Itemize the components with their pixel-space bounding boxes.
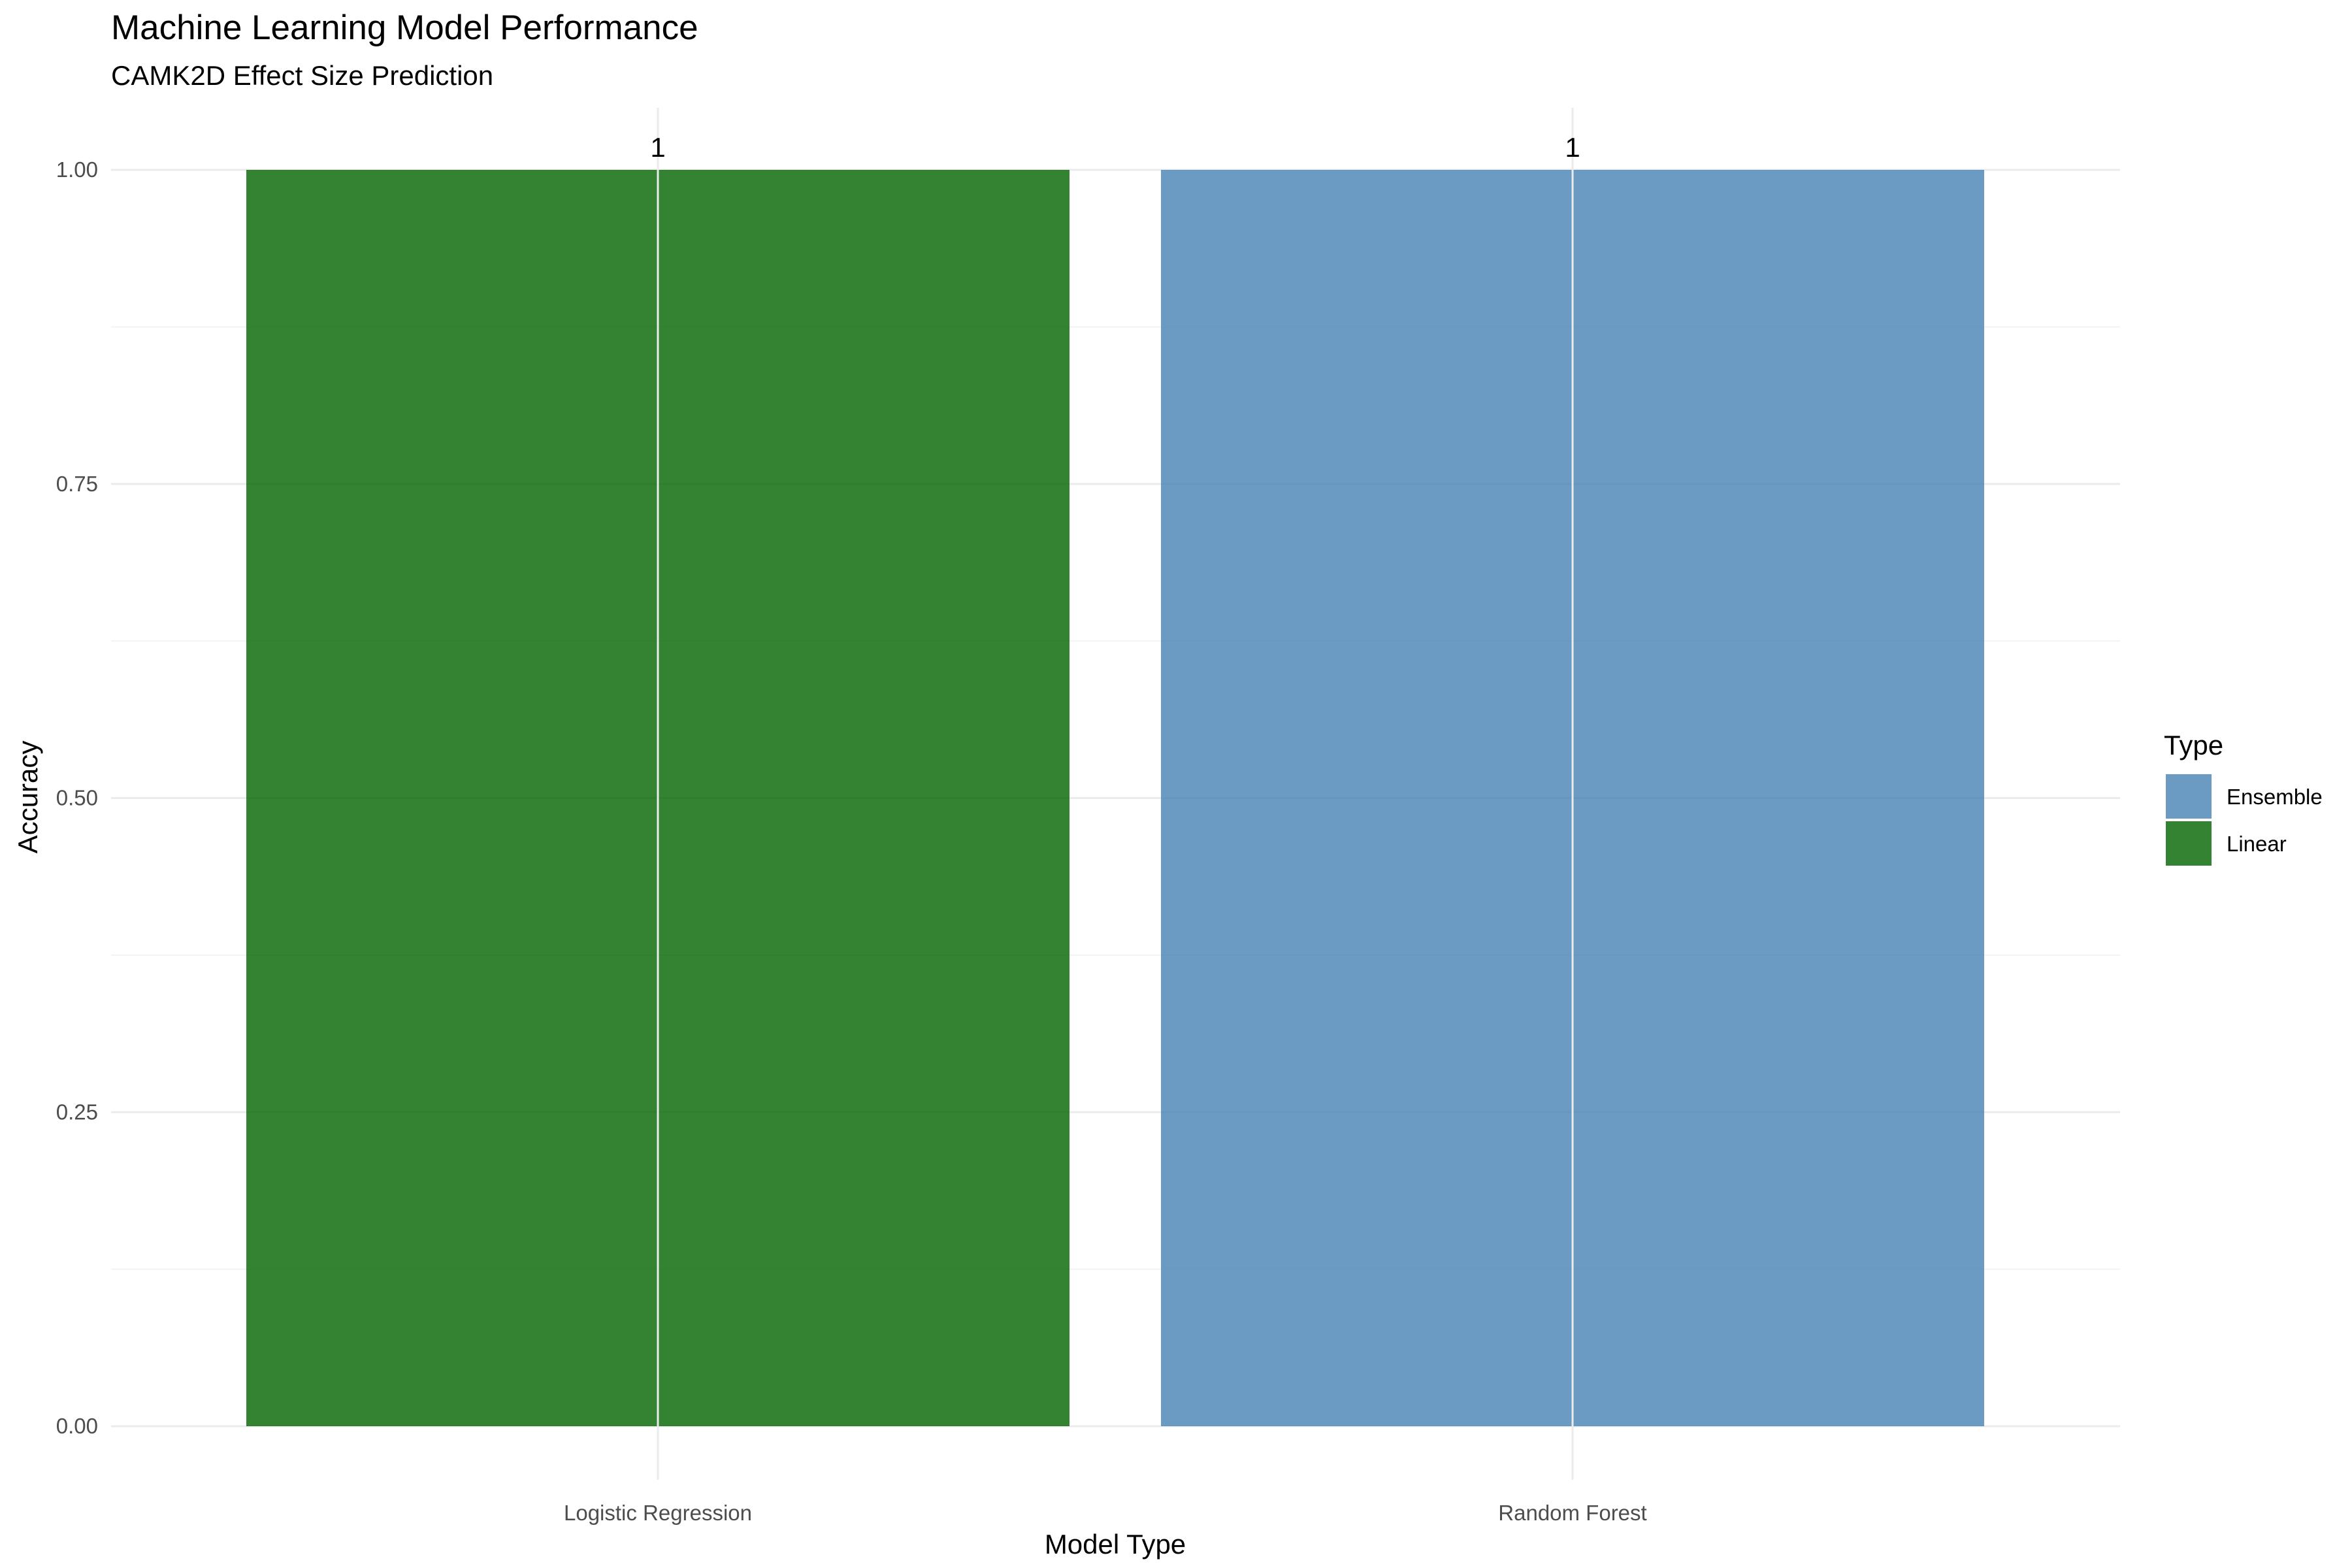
legend-swatch <box>2166 774 2212 819</box>
y-tick-label: 0.25 <box>56 1100 98 1124</box>
x-tick-label: Logistic Regression <box>564 1501 752 1525</box>
y-tick-label: 0.00 <box>56 1414 98 1438</box>
x-axis-ticks: Logistic Regression Random Forest <box>564 1501 1647 1525</box>
legend-label: Ensemble <box>2227 785 2323 809</box>
chart-subtitle: CAMK2D Effect Size Prediction <box>111 60 493 91</box>
y-axis-ticks: 0.00 0.25 0.50 0.75 1.00 <box>56 157 98 1438</box>
x-tick-label: Random Forest <box>1498 1501 1646 1525</box>
data-label: 1 <box>1565 132 1580 163</box>
y-tick-label: 1.00 <box>56 157 98 182</box>
legend-swatch <box>2166 821 2212 866</box>
legend-title: Type <box>2164 730 2223 760</box>
y-axis-title: Accuracy <box>12 741 43 854</box>
legend-label: Linear <box>2227 832 2287 856</box>
vertical-grid <box>657 108 1574 1480</box>
y-tick-label: 0.50 <box>56 786 98 810</box>
chart-title: Machine Learning Model Performance <box>111 8 698 47</box>
legend: Type Ensemble Linear <box>2164 730 2323 866</box>
y-tick-label: 0.75 <box>56 472 98 496</box>
legend-entries: Ensemble Linear <box>2166 774 2323 866</box>
x-axis-title: Model Type <box>1045 1529 1186 1560</box>
data-label: 1 <box>650 132 665 163</box>
